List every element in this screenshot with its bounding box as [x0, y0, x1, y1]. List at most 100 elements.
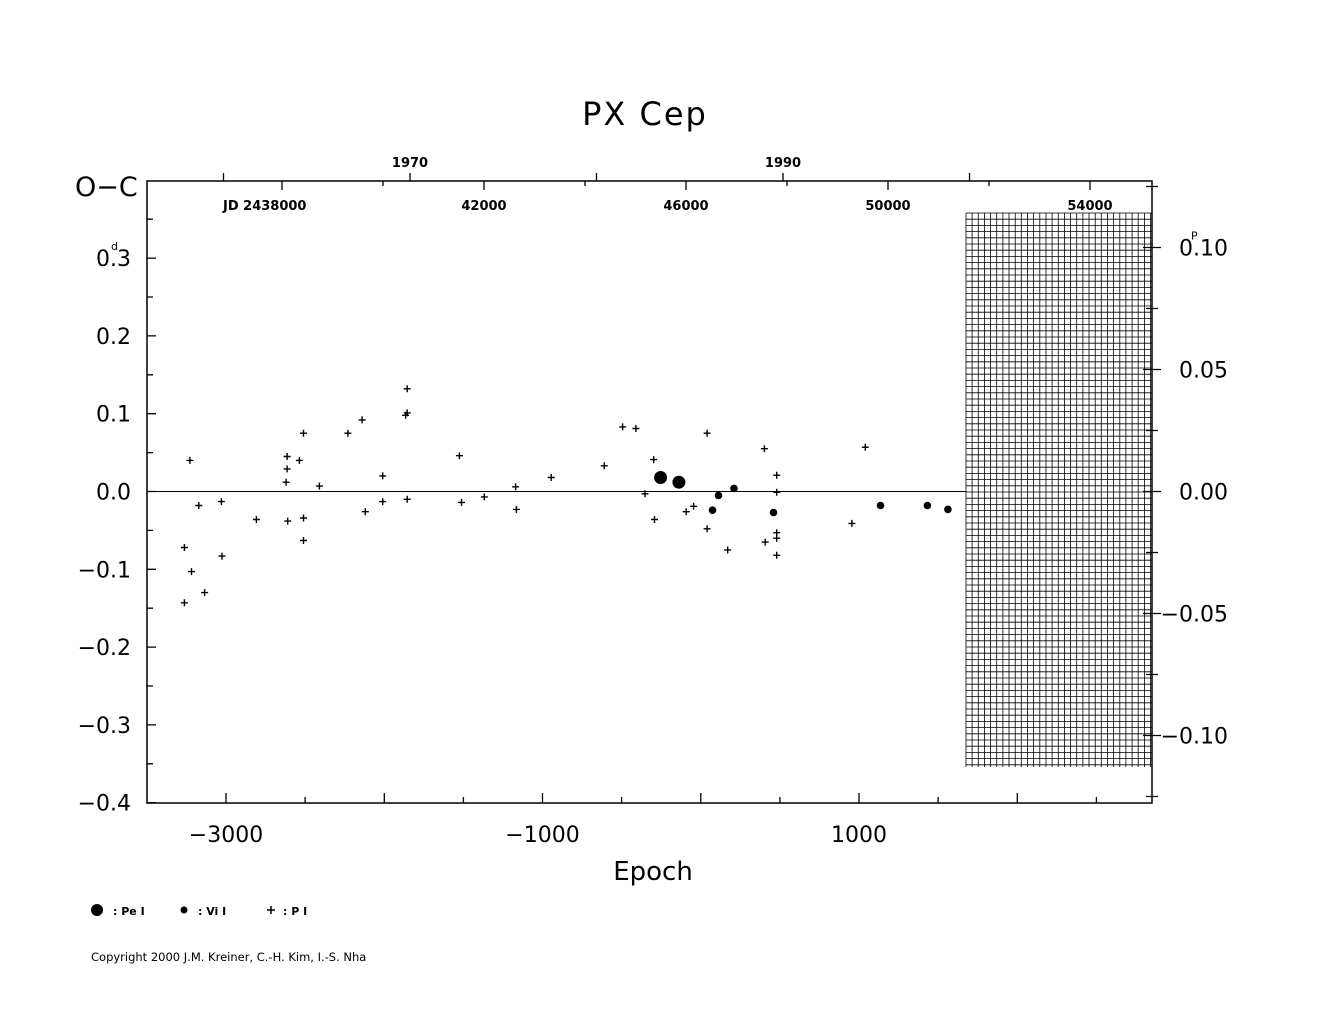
data-point-p — [300, 537, 307, 544]
data-point-vi — [876, 501, 885, 510]
legend-marker-plus — [267, 906, 275, 914]
data-point-p — [403, 385, 411, 393]
y-tick-label: 0.3 — [96, 247, 131, 272]
data-point-p — [703, 429, 711, 437]
data-point-p — [252, 516, 260, 523]
data-point-p — [358, 416, 366, 424]
jd-tick-label: 54000 — [1067, 199, 1112, 214]
copyright-text: Copyright 2000 J.M. Kreiner, C.-H. Kim, … — [91, 950, 366, 964]
data-points — [180, 385, 952, 607]
data-point-vi — [923, 501, 932, 510]
y-tick-label: 0.2 — [96, 325, 131, 350]
data-point-pe — [654, 471, 668, 484]
data-point-p — [283, 465, 291, 473]
data-point-p — [682, 508, 690, 516]
data-point-p — [455, 452, 463, 460]
year-tick-label: 1970 — [392, 156, 428, 171]
data-point-vi — [769, 508, 778, 517]
data-point-p — [619, 423, 627, 431]
data-point-p — [218, 552, 226, 560]
jd-tick-label: 42000 — [461, 199, 506, 214]
data-point-p — [773, 488, 781, 496]
data-point-p — [403, 495, 411, 503]
year-tick-labels: 1970 1990 — [392, 156, 801, 171]
data-point-p — [724, 546, 732, 554]
data-point-p — [180, 599, 188, 607]
data-point-p — [300, 429, 307, 437]
data-point-p — [283, 453, 291, 460]
data-point-p — [773, 551, 781, 559]
x-tick-labels: −3000 −1000 1000 — [189, 823, 887, 848]
x-axis-label: Epoch — [613, 857, 693, 887]
data-point-p — [761, 538, 769, 546]
data-point-vi — [730, 484, 738, 493]
data-point-p — [295, 456, 303, 464]
jd-tick-label: 46000 — [663, 199, 708, 214]
legend-label-pe: : Pe I — [113, 905, 145, 918]
data-point-vi — [944, 505, 952, 514]
data-point-vi — [708, 506, 717, 514]
data-point-p — [641, 490, 649, 498]
data-point-p — [186, 456, 194, 464]
x-tick-label: −3000 — [189, 823, 263, 848]
legend-label-p: : P I — [283, 905, 307, 918]
legend-label-vi: : Vi I — [198, 905, 226, 918]
data-point-p — [703, 525, 711, 533]
data-point-p — [547, 474, 555, 481]
data-point-p — [650, 456, 658, 464]
data-point-p — [361, 508, 369, 516]
y-tick-label: −0.2 — [78, 636, 131, 661]
x-tick-label: −1000 — [505, 823, 579, 848]
data-point-p — [760, 445, 768, 453]
data-point-p — [180, 544, 188, 551]
right-tick-labels: 0.10 0.05 0.00 −0.05 −0.10 P — [1161, 230, 1228, 750]
data-point-p — [379, 472, 387, 480]
data-point-p — [201, 589, 209, 597]
y-unit-superscript: d — [111, 240, 118, 253]
data-point-p — [861, 443, 869, 451]
jd-tick-label: 50000 — [865, 199, 910, 214]
data-point-p — [379, 498, 387, 506]
y-tick-label: −0.1 — [78, 558, 131, 583]
right-tick-label: −0.05 — [1161, 603, 1228, 628]
data-point-p — [284, 517, 292, 525]
x-tick-label: 1000 — [831, 823, 887, 848]
data-point-p — [848, 519, 856, 527]
data-point-p — [188, 568, 195, 576]
tick-marks — [147, 173, 1161, 804]
data-point-vi — [714, 491, 723, 500]
year-tick-label: 1990 — [765, 156, 801, 171]
hatched-region — [965, 212, 1152, 767]
legend-marker-large-dot — [91, 904, 103, 916]
data-point-p — [600, 462, 608, 470]
data-point-p — [315, 482, 323, 490]
legend-marker-dot — [180, 906, 188, 914]
data-point-p — [344, 429, 352, 437]
hatch-lines — [965, 212, 1152, 767]
axis-ticks — [147, 173, 1161, 804]
data-point-p — [217, 498, 225, 506]
right-tick-label: 0.05 — [1179, 359, 1228, 384]
data-point-p — [403, 409, 411, 417]
y-tick-label: 0.0 — [96, 481, 131, 506]
right-unit-superscript: P — [1191, 230, 1198, 243]
data-point-p — [632, 425, 640, 432]
data-point-p — [651, 516, 658, 523]
jd-tick-labels: 42000 46000 50000 54000 — [461, 199, 1112, 214]
data-point-p — [300, 514, 307, 522]
data-point-p — [458, 498, 465, 506]
y-tick-label: 0.1 — [96, 403, 131, 428]
data-point-p — [773, 534, 781, 542]
data-point-p — [195, 502, 203, 509]
y-axis-label: O−C — [75, 172, 138, 203]
data-point-pe — [672, 475, 686, 489]
data-point-p — [773, 471, 781, 479]
right-tick-label: 0.00 — [1179, 481, 1228, 506]
y-tick-labels: 0.3 0.2 0.1 0.0 −0.1 −0.2 −0.3 −0.4 d — [78, 240, 131, 817]
y-tick-label: −0.4 — [78, 792, 131, 817]
legend: : Pe I : Vi I : P I — [91, 904, 307, 918]
jd-prefix-label: JD 2438000 — [222, 199, 306, 214]
data-point-p — [512, 483, 520, 491]
chart-title: PX Cep — [582, 95, 708, 133]
